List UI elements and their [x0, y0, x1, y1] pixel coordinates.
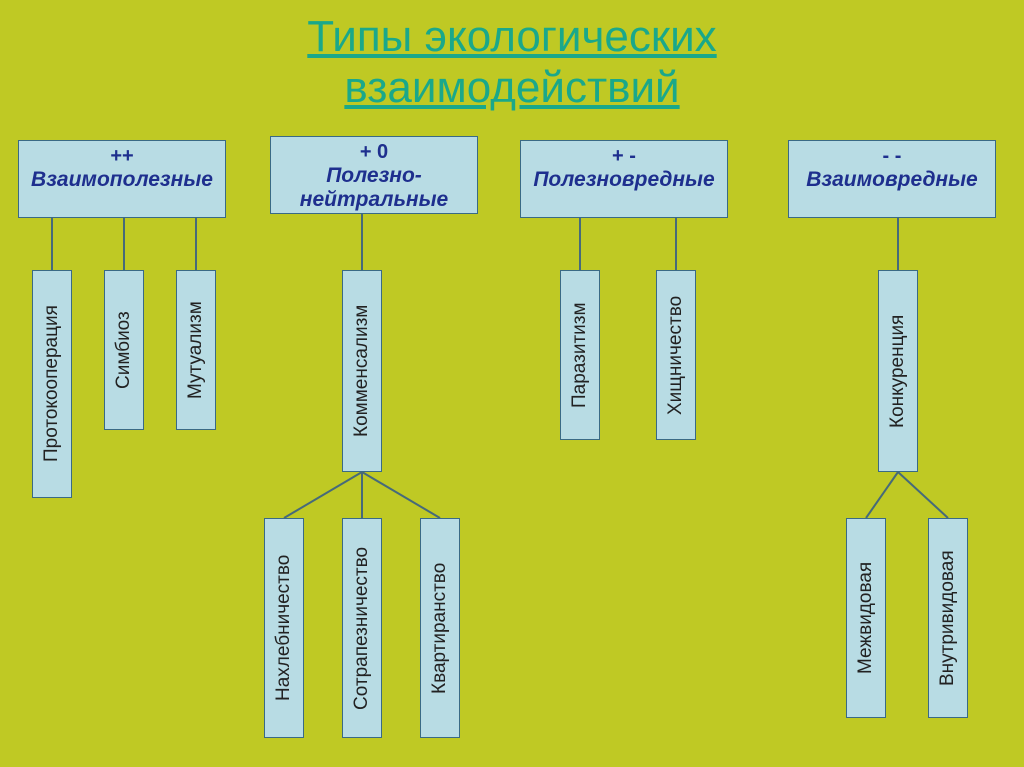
subtype-box: Мутуализм: [176, 270, 216, 430]
subtype-box: Паразитизм: [560, 270, 600, 440]
subsubtype-box: Внутривидовая: [928, 518, 968, 718]
category-box: + 0Полезно- нейтральные: [270, 136, 478, 214]
category-box: ++Взаимополезные: [18, 140, 226, 218]
category-box: - -Взаимовредные: [788, 140, 996, 218]
subtype-box: Комменсализм: [342, 270, 382, 472]
subsubtype-box: Сотрапезничество: [342, 518, 382, 738]
subsubtype-box: Межвидовая: [846, 518, 886, 718]
category-symbol: - -: [789, 145, 995, 168]
title-line-2: взаимодействий: [344, 63, 679, 112]
category-symbol: + 0: [271, 141, 477, 164]
subtype-box: Симбиоз: [104, 270, 144, 430]
category-symbol: ++: [19, 145, 225, 168]
category-symbol: + -: [521, 145, 727, 168]
subsubtype-box: Квартиранство: [420, 518, 460, 738]
category-label: Взаимовредные: [789, 168, 995, 192]
category-label: Полезно- нейтральные: [271, 164, 477, 212]
subtype-box: Протокооперация: [32, 270, 72, 498]
category-label: Полезновредные: [521, 168, 727, 192]
page-title: Типы экологических взаимодействий: [0, 0, 1024, 113]
subtype-box: Конкуренция: [878, 270, 918, 472]
subtype-box: Хищничество: [656, 270, 696, 440]
title-line-1: Типы экологических: [307, 12, 716, 61]
category-box: + -Полезновредные: [520, 140, 728, 218]
category-label: Взаимополезные: [19, 168, 225, 192]
subsubtype-box: Нахлебничество: [264, 518, 304, 738]
